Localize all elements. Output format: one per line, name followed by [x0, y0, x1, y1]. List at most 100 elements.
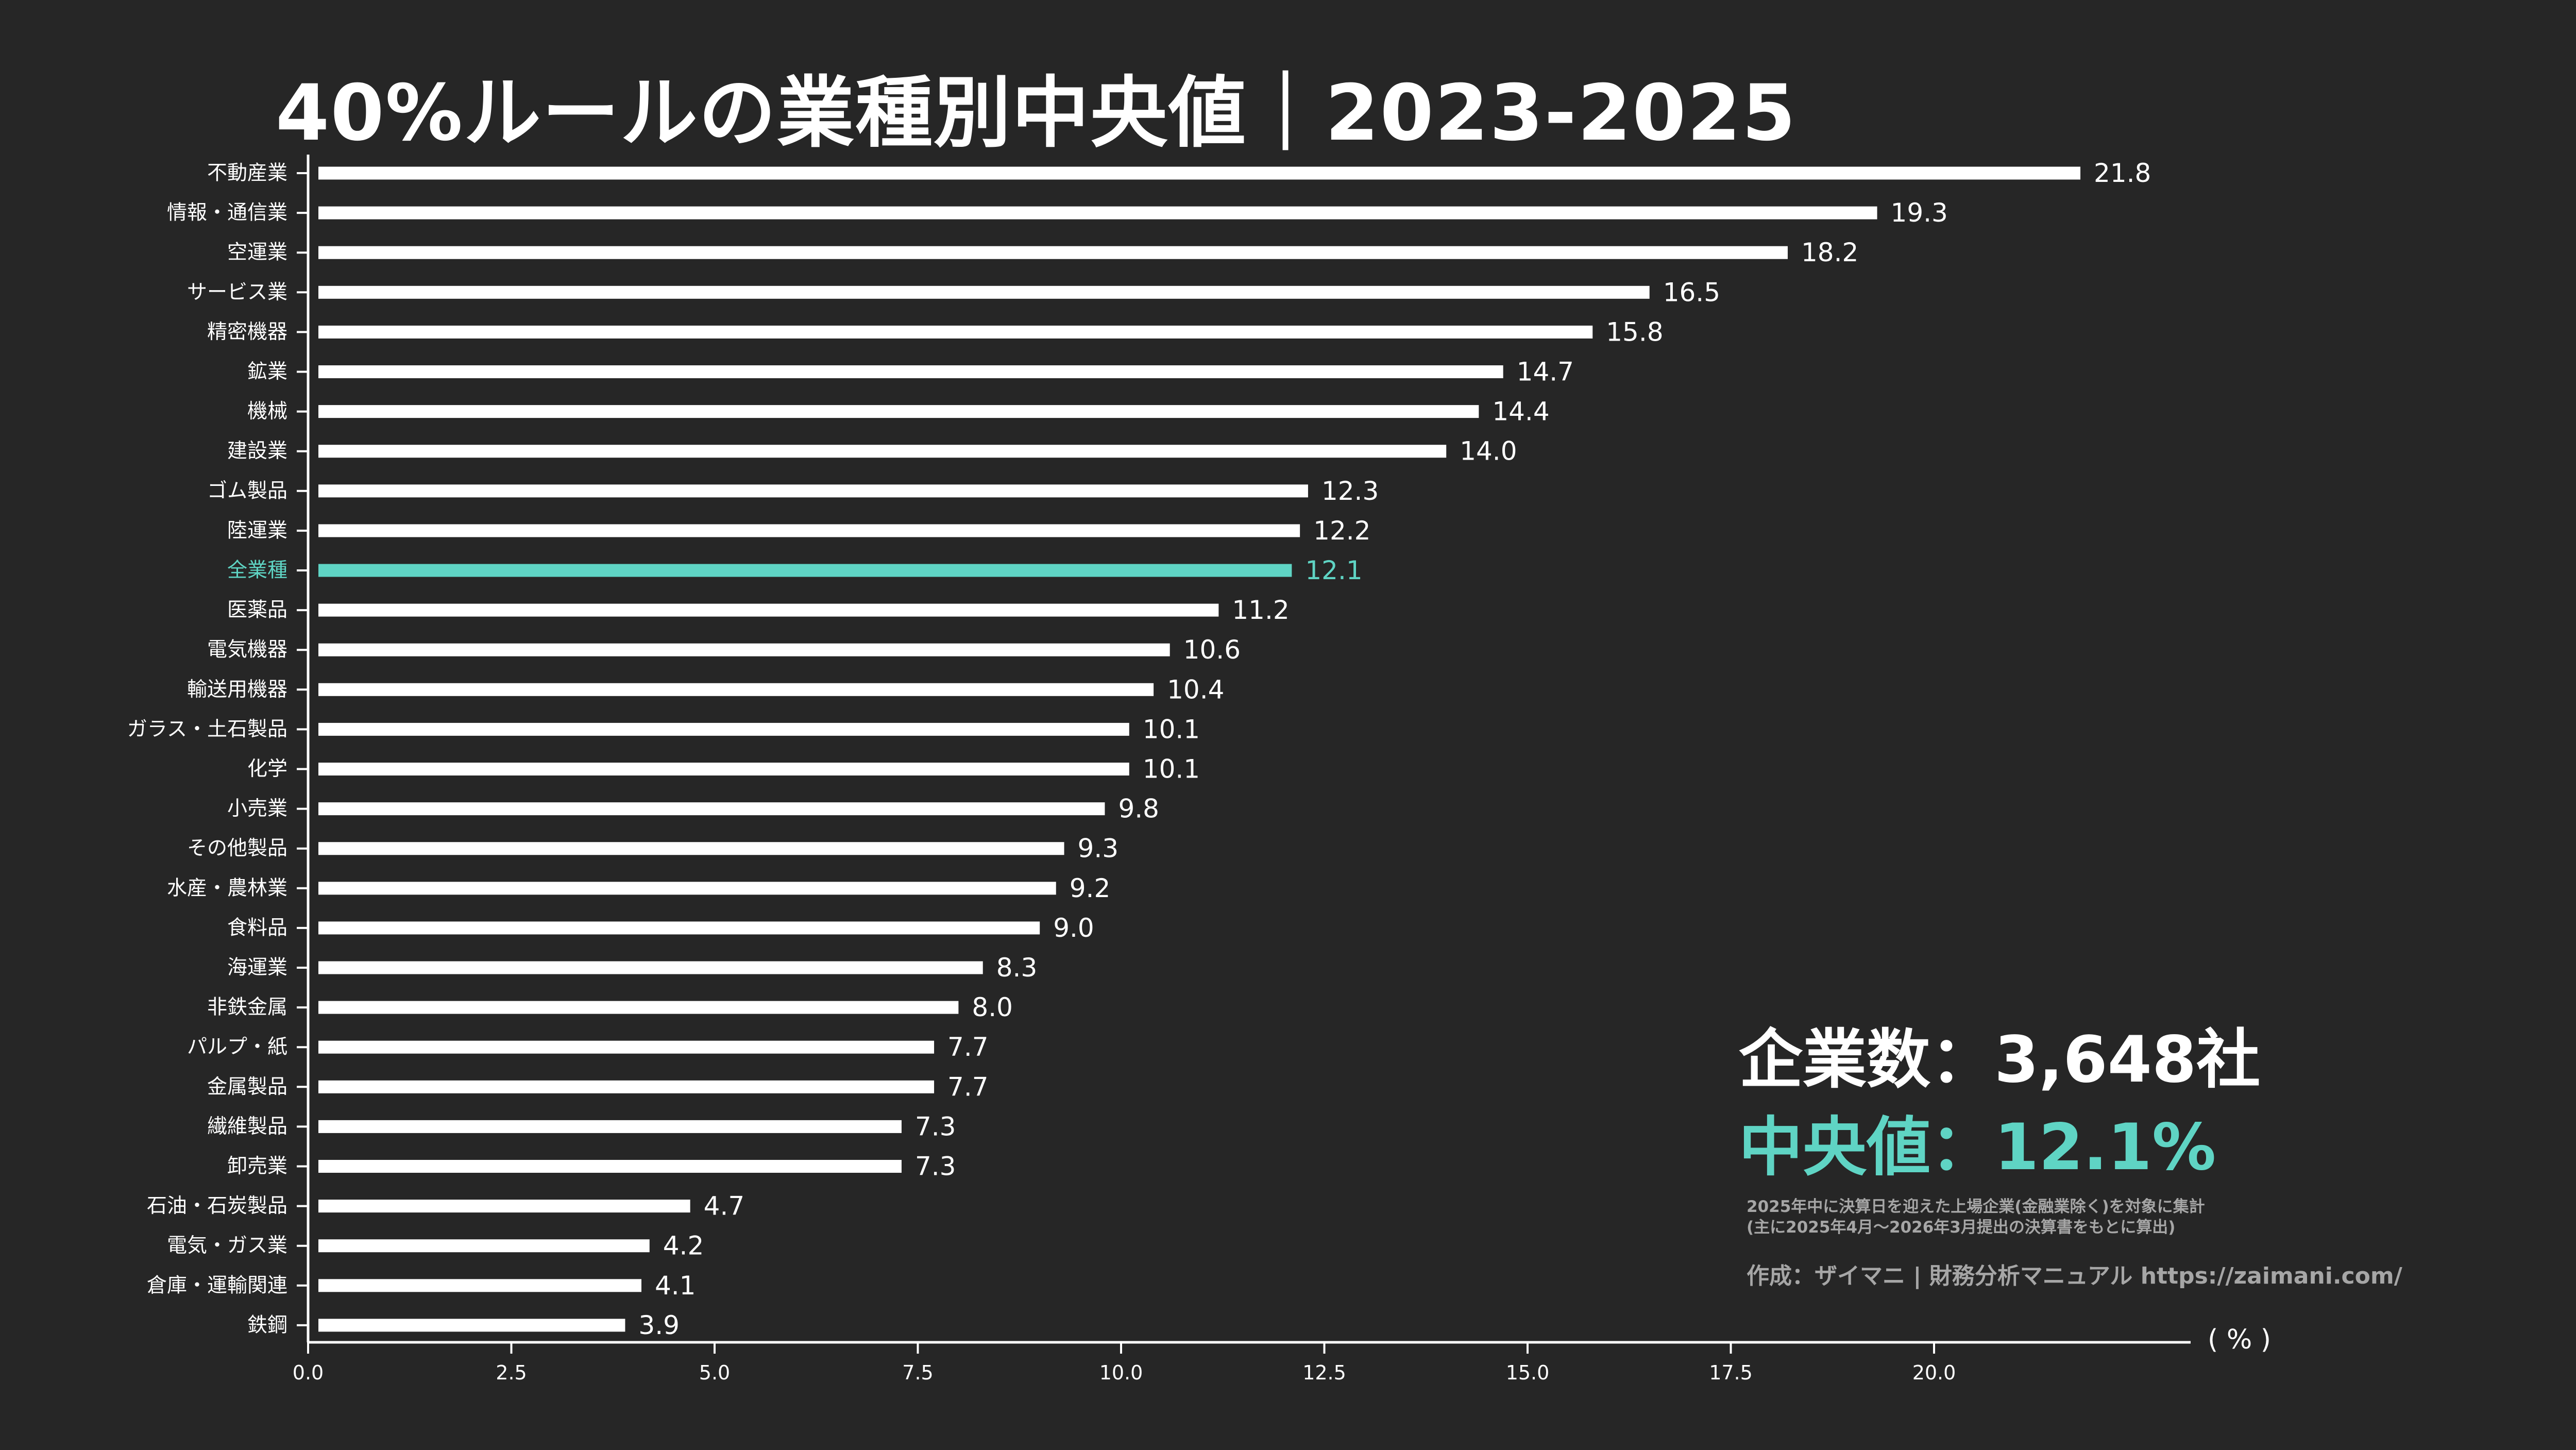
bar — [318, 1120, 902, 1133]
category-label: 水産・農林業 — [167, 876, 287, 900]
category-label: 食料品 — [227, 916, 287, 939]
value-label: 9.8 — [1118, 794, 1159, 824]
category-label: 繊維製品 — [207, 1115, 287, 1138]
x-tick-label: 0.0 — [293, 1361, 324, 1384]
category-label: 機械 — [247, 400, 287, 423]
value-label: 7.7 — [947, 1032, 989, 1062]
category-label: 建設業 — [227, 440, 287, 463]
bar — [318, 882, 1056, 895]
category-label: ガラス・土石製品 — [127, 718, 287, 741]
category-label: 空運業 — [227, 241, 287, 264]
category-label: 倉庫・運輸関連 — [147, 1274, 287, 1297]
value-label: 4.7 — [704, 1191, 745, 1221]
category-label: 鉱業 — [247, 360, 287, 383]
value-label: 11.2 — [1232, 595, 1289, 625]
category-label: 非鉄金属 — [207, 996, 287, 1019]
bar — [318, 763, 1129, 775]
x-tick-label: 10.0 — [1099, 1361, 1143, 1384]
category-label: ゴム製品 — [207, 479, 287, 502]
value-label: 15.8 — [1606, 317, 1663, 347]
value-label: 12.1 — [1305, 555, 1362, 585]
value-label: 9.0 — [1053, 913, 1094, 943]
company-count-stat: 企業数：3,648社 — [1739, 1023, 2261, 1097]
category-label: 陸運業 — [227, 519, 287, 542]
category-label: 石油・石炭製品 — [147, 1194, 287, 1218]
bar — [318, 1319, 625, 1332]
category-label: その他製品 — [187, 837, 287, 860]
category-label: 医薬品 — [227, 599, 287, 622]
methodology-note: 2025年中に決算日を迎えた上場企業(金融業除く)を対象に集計 (主に2025年… — [1747, 1196, 2205, 1238]
bar — [318, 683, 1154, 696]
bar — [318, 246, 1788, 259]
value-label: 16.5 — [1663, 277, 1720, 307]
value-label: 7.7 — [947, 1072, 989, 1102]
bar-highlight — [318, 564, 1292, 577]
category-label: 鉄鋼 — [247, 1313, 287, 1337]
bar — [318, 802, 1105, 816]
value-label: 9.3 — [1078, 834, 1119, 864]
value-label: 7.3 — [915, 1152, 956, 1182]
bar — [318, 722, 1129, 736]
value-label: 8.0 — [972, 992, 1013, 1022]
note-line: 2025年中に決算日を迎えた上場企業(金融業除く)を対象に集計 — [1747, 1198, 2205, 1216]
bar — [318, 166, 2081, 180]
category-label: 精密機器 — [207, 321, 287, 344]
bar — [318, 405, 1479, 418]
bar — [318, 285, 1650, 299]
value-label: 4.1 — [655, 1271, 696, 1301]
value-label: 4.2 — [663, 1231, 704, 1261]
value-label: 10.1 — [1143, 754, 1200, 784]
x-tick-label: 5.0 — [699, 1361, 730, 1384]
bar — [318, 1001, 959, 1014]
category-label: 全業種 — [227, 559, 287, 582]
bar — [318, 524, 1300, 537]
bar — [318, 1080, 935, 1093]
value-label: 18.2 — [1801, 238, 1858, 267]
category-label: 卸売業 — [227, 1155, 287, 1178]
x-tick-label: 7.5 — [902, 1361, 933, 1384]
bar — [318, 325, 1593, 339]
category-label: 情報・通信業 — [167, 201, 287, 225]
credit-line: 作成：ザイマニ | 財務分析マニュアル https://zaimani.com/ — [1747, 1263, 2402, 1289]
value-label: 3.9 — [638, 1310, 680, 1340]
value-label: 7.3 — [915, 1111, 956, 1141]
x-tick-label: 15.0 — [1506, 1361, 1550, 1384]
bar — [318, 206, 1877, 220]
x-tick-label: 2.5 — [496, 1361, 527, 1384]
chart-title: 40%ルールの業種別中央値｜2023-2025 — [276, 69, 1797, 158]
bar — [318, 842, 1064, 855]
bar — [318, 445, 1447, 458]
category-label: 小売業 — [227, 797, 287, 820]
bar — [318, 484, 1308, 498]
category-label: 不動産業 — [207, 162, 287, 185]
value-label: 14.4 — [1492, 397, 1549, 427]
bar — [318, 921, 1040, 935]
value-label: 21.8 — [2094, 158, 2151, 188]
x-tick-label: 12.5 — [1302, 1361, 1346, 1384]
median-stat: 中央値：12.1% — [1739, 1110, 2216, 1185]
category-label: 化学 — [247, 757, 287, 781]
category-label: 金属製品 — [207, 1075, 287, 1099]
category-label: 電気・ガス業 — [167, 1234, 287, 1257]
bar — [318, 1040, 935, 1054]
bar — [318, 1160, 902, 1173]
value-label: 19.3 — [1891, 198, 1948, 228]
value-label: 12.2 — [1313, 516, 1370, 546]
value-label: 14.7 — [1517, 357, 1574, 387]
bar — [318, 1279, 641, 1292]
bar — [318, 603, 1219, 617]
value-label: 12.3 — [1321, 476, 1379, 506]
category-label: 輸送用機器 — [187, 678, 287, 701]
value-label: 10.4 — [1167, 675, 1224, 704]
note-line: (主に2025年4月〜2026年3月提出の決算書をもとに算出) — [1747, 1218, 2176, 1237]
bar — [318, 1239, 650, 1253]
category-label: 海運業 — [227, 956, 287, 980]
value-label: 10.1 — [1143, 714, 1200, 744]
bar — [318, 961, 983, 974]
category-label: 電気機器 — [207, 638, 287, 662]
x-tick-label: 17.5 — [1709, 1361, 1753, 1384]
value-label: 9.2 — [1070, 873, 1111, 903]
bar — [318, 643, 1170, 656]
